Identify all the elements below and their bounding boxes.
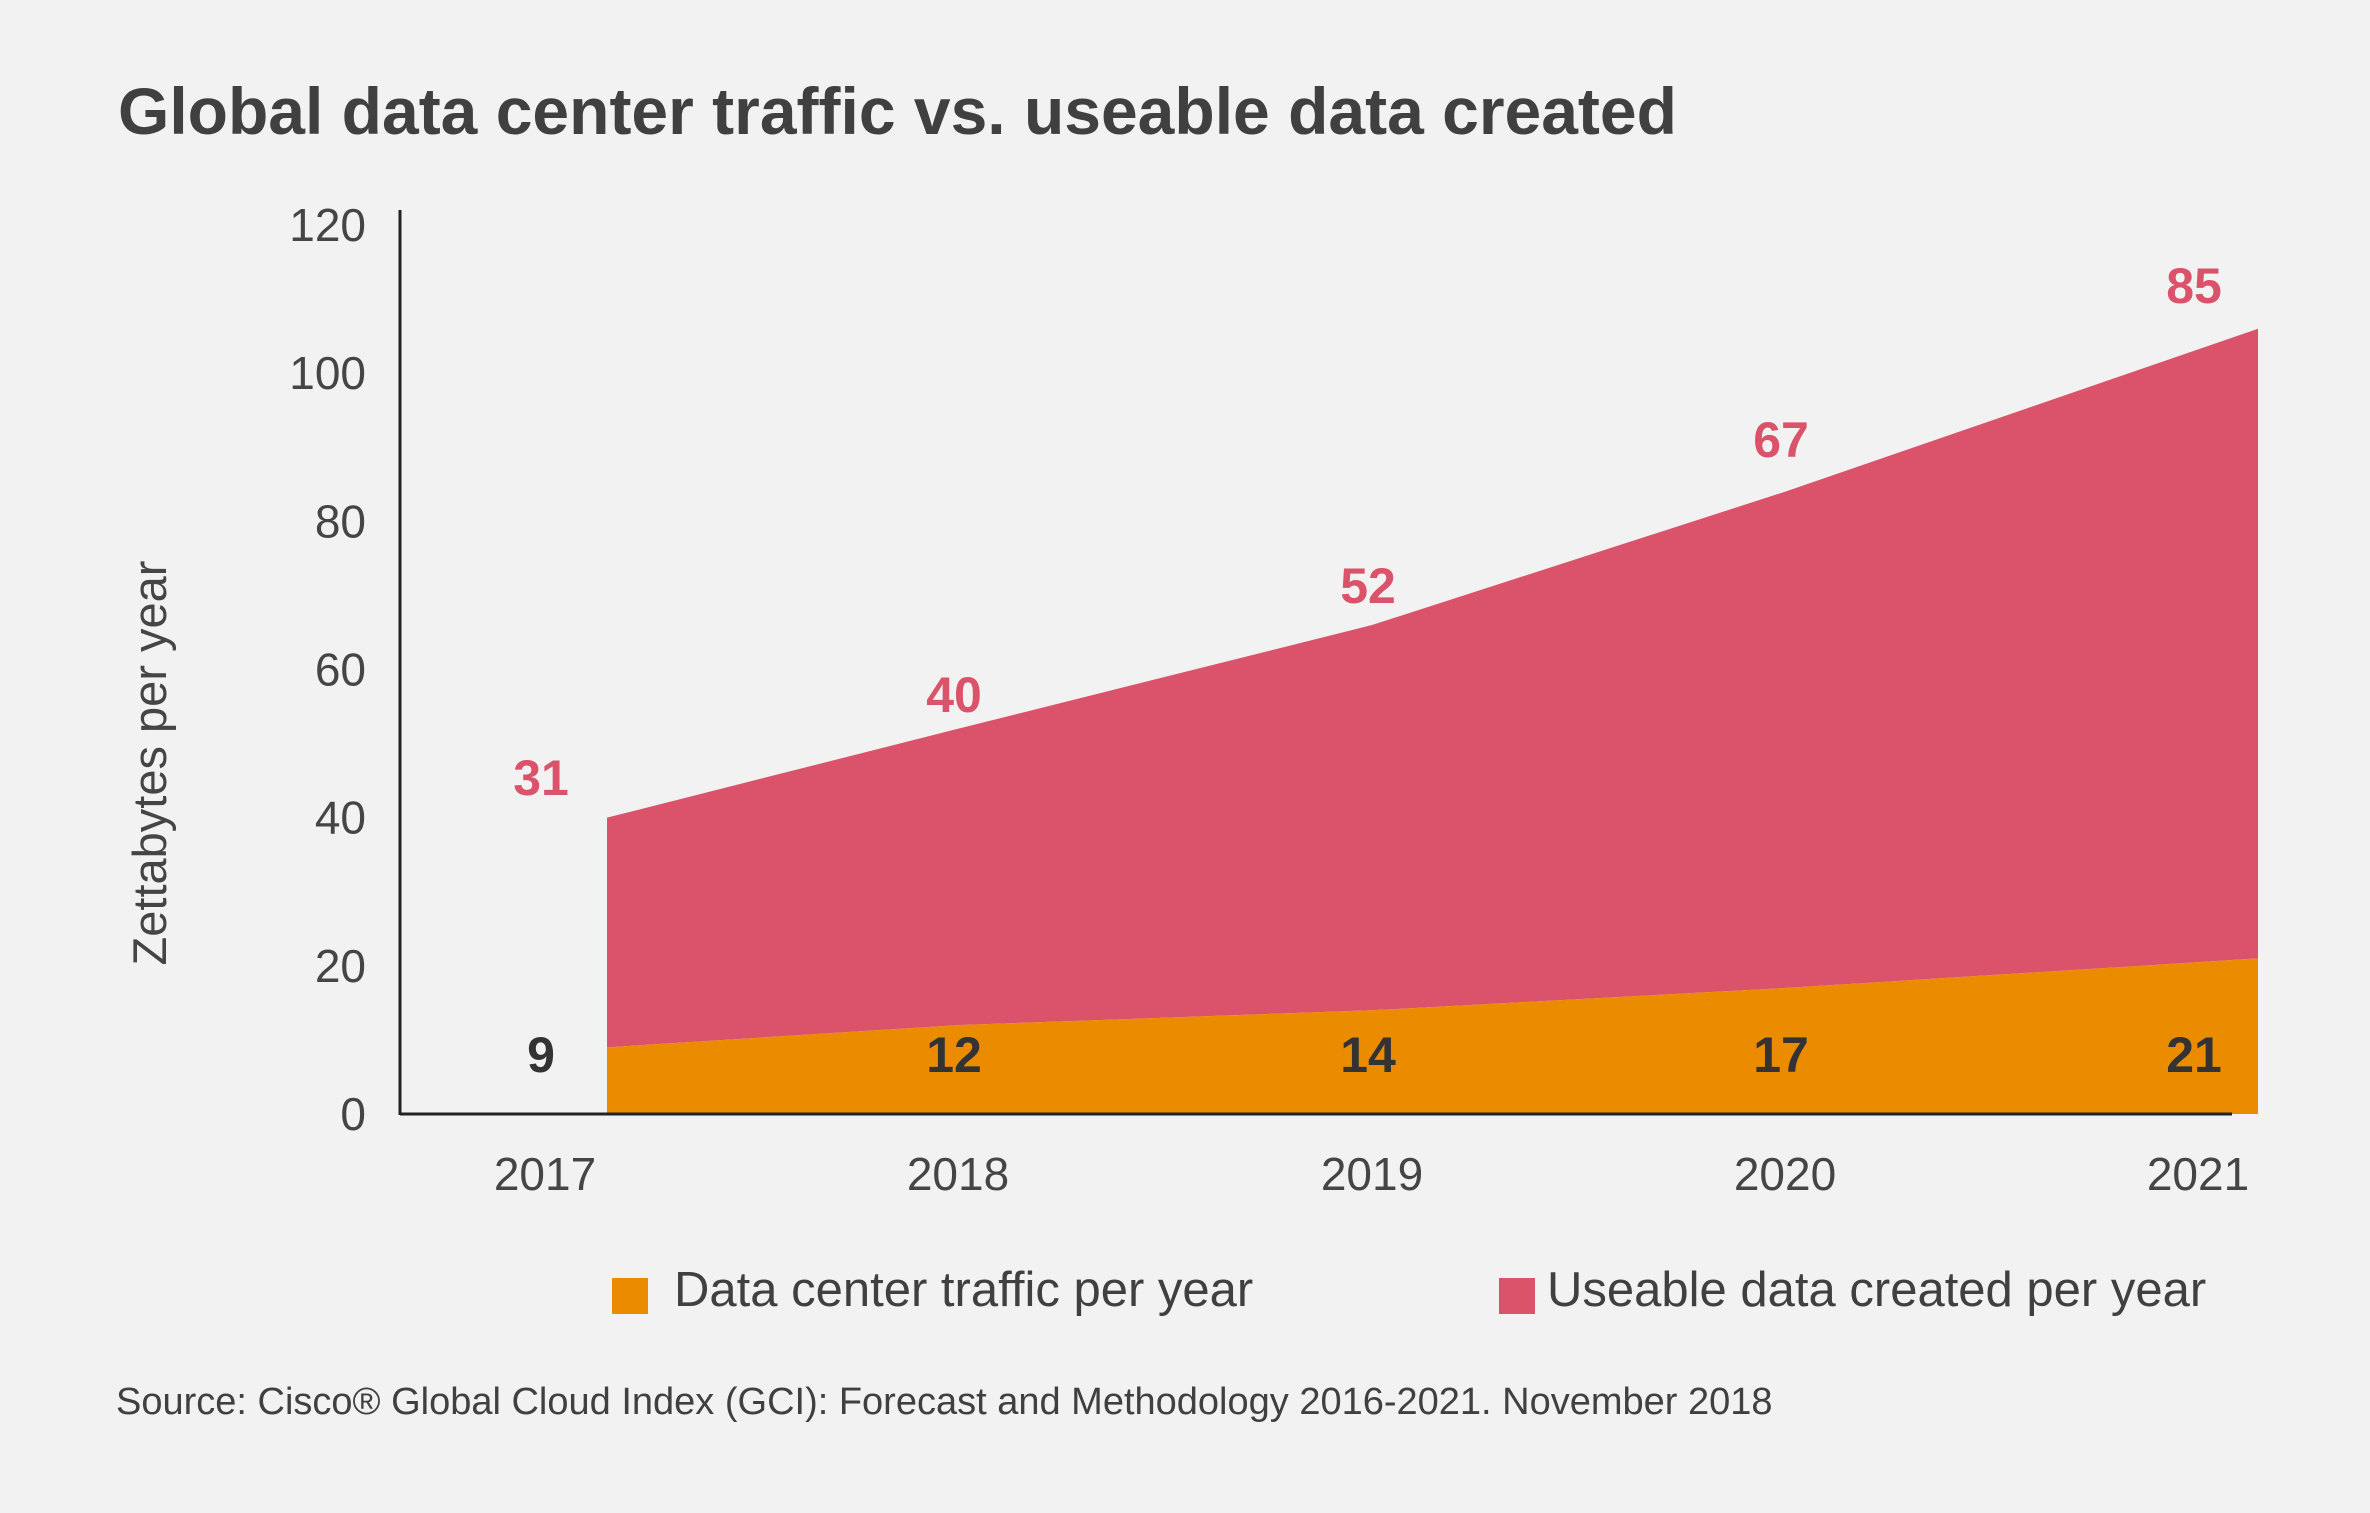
x-tick-label: 2017: [494, 1148, 596, 1200]
y-ticks: 0 20 40 60 80 100 120: [289, 199, 366, 1140]
x-tick-label: 2018: [907, 1148, 1009, 1200]
data-label-traffic: 9: [527, 1027, 555, 1083]
legend-swatch-useable: [1499, 1278, 1535, 1314]
data-label-useable: 52: [1340, 558, 1396, 614]
series-area-data-center-traffic: [607, 958, 2258, 1114]
data-label-traffic: 14: [1340, 1027, 1396, 1083]
legend-label-useable: Useable data created per year: [1547, 1263, 2206, 1317]
x-tick-label: 2020: [1734, 1148, 1836, 1200]
legend: Data center traffic per year Useable dat…: [612, 1263, 2206, 1317]
plot-areas: [607, 328, 2258, 1114]
y-tick-label: 20: [315, 940, 366, 992]
data-label-useable: 85: [2166, 258, 2222, 314]
data-label-traffic: 17: [1753, 1027, 1809, 1083]
y-tick-label: 0: [340, 1088, 366, 1140]
y-tick-label: 80: [315, 495, 366, 547]
y-tick-label: 60: [315, 644, 366, 696]
chart-title: Global data center traffic vs. useable d…: [118, 74, 1677, 148]
x-tick-label: 2021: [2147, 1148, 2249, 1200]
legend-label-traffic: Data center traffic per year: [674, 1263, 1253, 1317]
data-label-traffic: 12: [926, 1027, 982, 1083]
y-axis-label: Zettabytes per year: [123, 561, 176, 966]
y-tick-label: 100: [289, 347, 366, 399]
data-label-traffic: 21: [2166, 1027, 2222, 1083]
y-tick-label: 120: [289, 199, 366, 251]
data-label-useable: 67: [1753, 412, 1809, 468]
axes: [398, 210, 2232, 1116]
data-labels: 31 9 40 12 52 14 67 17 85 21: [513, 258, 2222, 1083]
x-ticks: 2017 2018 2019 2020 2021: [494, 1148, 2249, 1200]
series-area-useable-data: [607, 328, 2258, 1048]
data-label-useable: 31: [513, 750, 569, 806]
data-label-useable: 40: [926, 667, 982, 723]
x-tick-label: 2019: [1321, 1148, 1423, 1200]
y-tick-label: 40: [315, 792, 366, 844]
legend-swatch-traffic: [612, 1278, 648, 1314]
source-note: Source: Cisco® Global Cloud Index (GCI):…: [116, 1381, 1773, 1423]
